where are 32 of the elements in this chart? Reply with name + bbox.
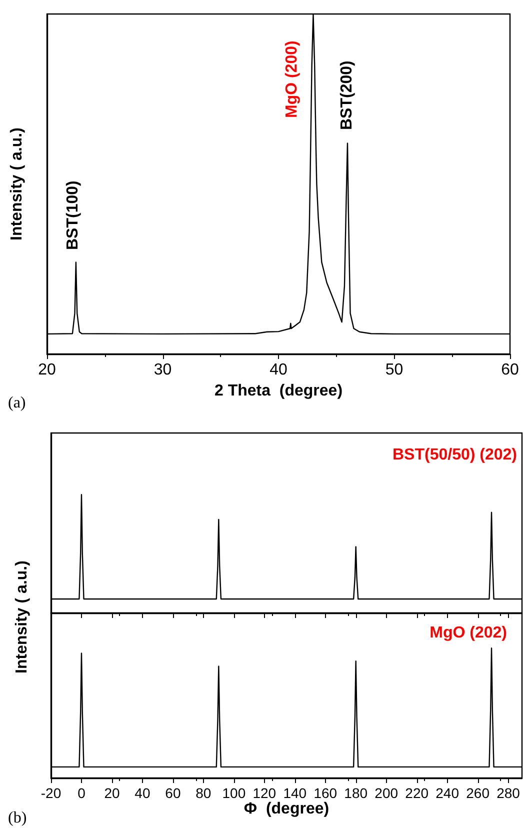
- x-tick-label: 140: [283, 785, 307, 801]
- x-tick-label: 50: [385, 362, 404, 378]
- x-axis-title: 2 Theta (degree): [214, 382, 343, 400]
- y-axis-title: Intensity ( a.u.): [14, 560, 30, 674]
- x-tick-label: -20: [40, 785, 62, 801]
- x-tick-label: 0: [78, 785, 86, 801]
- x-tick-label: 20: [38, 362, 56, 378]
- x-tick-label: 40: [270, 362, 288, 378]
- x-tick-label: 60: [501, 362, 519, 378]
- x-tick-label: 280: [496, 785, 520, 801]
- annotation: MgO (200): [284, 40, 300, 118]
- annotation: BST(200): [338, 60, 356, 130]
- x-tick-label: 30: [154, 362, 172, 378]
- x-tick-label: 260: [466, 785, 490, 801]
- x-tick-label: 20: [104, 785, 120, 801]
- x-tick-label: 100: [222, 785, 246, 801]
- annotation: BST(100): [64, 180, 82, 250]
- x-tick-label: 240: [436, 785, 460, 801]
- x-axis-title: Φ (degree): [244, 800, 330, 818]
- x-tick-label: 220: [405, 785, 429, 801]
- text: (b): [8, 810, 27, 826]
- x-tick-label: 120: [252, 785, 276, 801]
- text: (a): [8, 394, 26, 412]
- x-tick-label: 200: [374, 785, 398, 801]
- x-tick-label: 40: [134, 785, 150, 801]
- x-tick-label: 60: [165, 785, 181, 801]
- text: BST(50/50) (202): [392, 446, 517, 464]
- x-tick-label: 180: [344, 785, 368, 801]
- text: MgO (202): [430, 624, 507, 642]
- x-tick-label: 80: [196, 785, 212, 801]
- y-axis-title: Intensity ( a.u.): [8, 128, 26, 240]
- x-tick-label: 160: [314, 785, 338, 801]
